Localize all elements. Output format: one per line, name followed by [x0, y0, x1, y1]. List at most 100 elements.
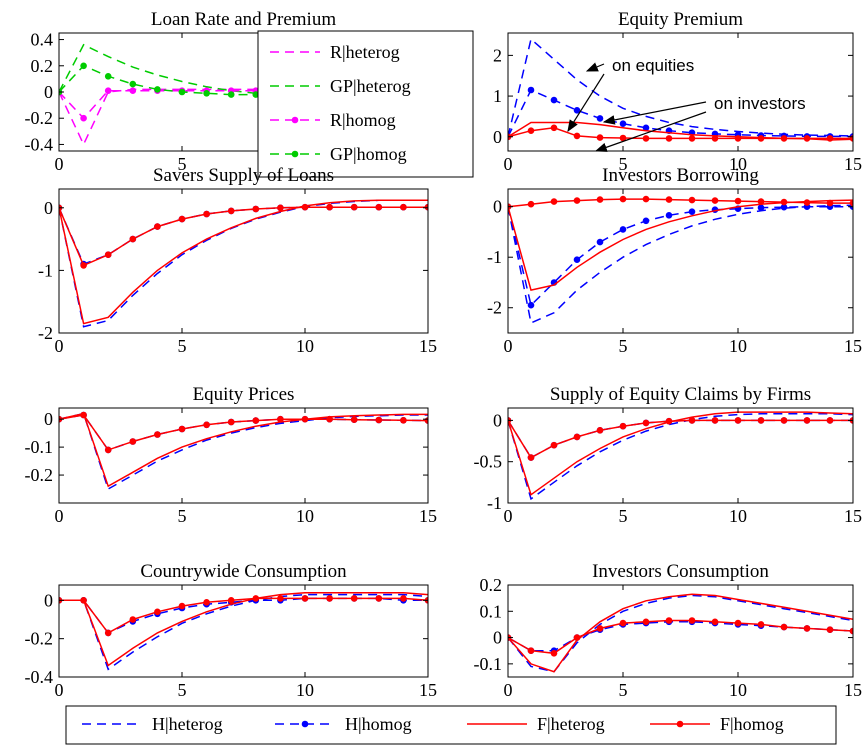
- data-point: [400, 203, 407, 211]
- data-point: [757, 417, 765, 424]
- series-line: [508, 619, 853, 655]
- axes-frame: [58, 584, 429, 678]
- data-point: [301, 415, 309, 423]
- x-tick-label: 5: [178, 506, 187, 526]
- data-point: [619, 422, 627, 430]
- data-point: [642, 124, 650, 132]
- subplot-3: Savers Supply of Loans 0 5 10 15 -2 -1 0: [38, 165, 437, 356]
- data-point: [596, 196, 604, 203]
- y-tick-label: -0.1: [474, 654, 503, 674]
- data-point: [596, 625, 604, 632]
- x-tick-label: 0: [55, 506, 64, 526]
- data-point: [803, 417, 811, 424]
- data-point: [711, 417, 719, 424]
- x-tick-label: 5: [619, 154, 628, 174]
- data-point: [203, 210, 210, 218]
- data-point: [550, 198, 558, 205]
- series-group: [59, 411, 428, 491]
- data-point: [178, 215, 186, 223]
- x-tick-label: 15: [419, 336, 437, 356]
- series-line: [508, 419, 853, 459]
- data-point: [619, 619, 627, 627]
- data-point: [154, 431, 161, 438]
- y-tick-label: -0.4: [25, 667, 54, 687]
- data-point: [780, 135, 788, 142]
- data-point: [688, 196, 696, 204]
- y-tick-label: -1: [487, 493, 502, 513]
- y-tick-label: -1: [38, 260, 53, 280]
- series-line: [508, 205, 853, 307]
- x-tick-label: 0: [55, 336, 64, 356]
- y-tick-label: 0.2: [31, 56, 54, 76]
- data-point: [826, 199, 834, 207]
- series-line: [59, 412, 428, 488]
- data-point: [178, 602, 186, 610]
- annotation-arrow: [585, 62, 605, 72]
- data-point: [104, 446, 112, 454]
- legend-marker: [291, 116, 299, 124]
- legend-marker: [291, 150, 299, 158]
- series-line: [59, 88, 428, 147]
- series-line: [59, 43, 428, 100]
- data-point: [80, 114, 87, 122]
- data-point: [350, 595, 358, 602]
- data-point: [642, 618, 650, 626]
- series-line: [508, 411, 853, 496]
- data-point: [527, 647, 535, 654]
- subplot-title: Supply of Equity Claims by Firms: [550, 384, 811, 405]
- data-point: [757, 621, 765, 628]
- data-point: [642, 419, 650, 427]
- y-tick-label: -0.5: [474, 452, 503, 472]
- data-point: [642, 217, 650, 225]
- data-point: [252, 595, 260, 602]
- data-point: [527, 200, 535, 208]
- x-tick-label: 10: [729, 680, 747, 700]
- subplot-title: Equity Premium: [618, 9, 743, 30]
- subplot-7: Countrywide Consumption 0 5 10 15 -0.4 -0.2 0: [25, 561, 438, 700]
- y-tick-label: 0: [493, 628, 502, 648]
- axes-frame: [507, 584, 854, 678]
- y-tick-label: 0: [493, 410, 502, 430]
- series-group: [508, 37, 853, 142]
- series-line: [508, 37, 853, 137]
- annotation-arrow: [602, 101, 707, 125]
- series-line: [508, 89, 853, 138]
- x-tick-label: 5: [619, 336, 628, 356]
- y-tick-label: 0: [44, 82, 53, 102]
- legend-label: GP|heterog: [330, 76, 411, 96]
- series-line: [59, 414, 428, 451]
- data-point: [803, 135, 811, 142]
- y-tick-label: 0: [493, 127, 502, 147]
- data-point: [80, 262, 87, 269]
- subplot-title: Savers Supply of Loans: [153, 165, 334, 186]
- x-tick-label: 0: [504, 336, 513, 356]
- series-group: [508, 411, 853, 501]
- data-point: [227, 207, 235, 215]
- x-tick-label: 10: [729, 336, 747, 356]
- annotation-label: on equities: [612, 56, 694, 75]
- x-tick-label: 10: [296, 680, 314, 700]
- data-point: [326, 415, 333, 423]
- y-tick-label: -1: [487, 247, 502, 267]
- data-point: [665, 135, 673, 142]
- data-point: [573, 197, 581, 204]
- series-group: [59, 199, 428, 328]
- data-point: [711, 618, 719, 626]
- data-point: [688, 417, 696, 424]
- data-point: [573, 433, 581, 441]
- series-group: [508, 195, 853, 324]
- legend-label: R|heterog: [330, 42, 400, 62]
- data-point: [104, 87, 112, 94]
- legend-marker: [301, 720, 309, 728]
- legend-label: H|homog: [345, 714, 412, 734]
- data-point: [80, 62, 87, 70]
- data-point: [803, 625, 811, 632]
- y-tick-label: -0.4: [25, 134, 54, 154]
- data-point: [573, 107, 581, 114]
- x-tick-label: 0: [55, 154, 64, 174]
- data-point: [203, 421, 210, 429]
- data-point: [154, 608, 161, 616]
- data-point: [527, 86, 535, 94]
- x-tick-label: 5: [619, 680, 628, 700]
